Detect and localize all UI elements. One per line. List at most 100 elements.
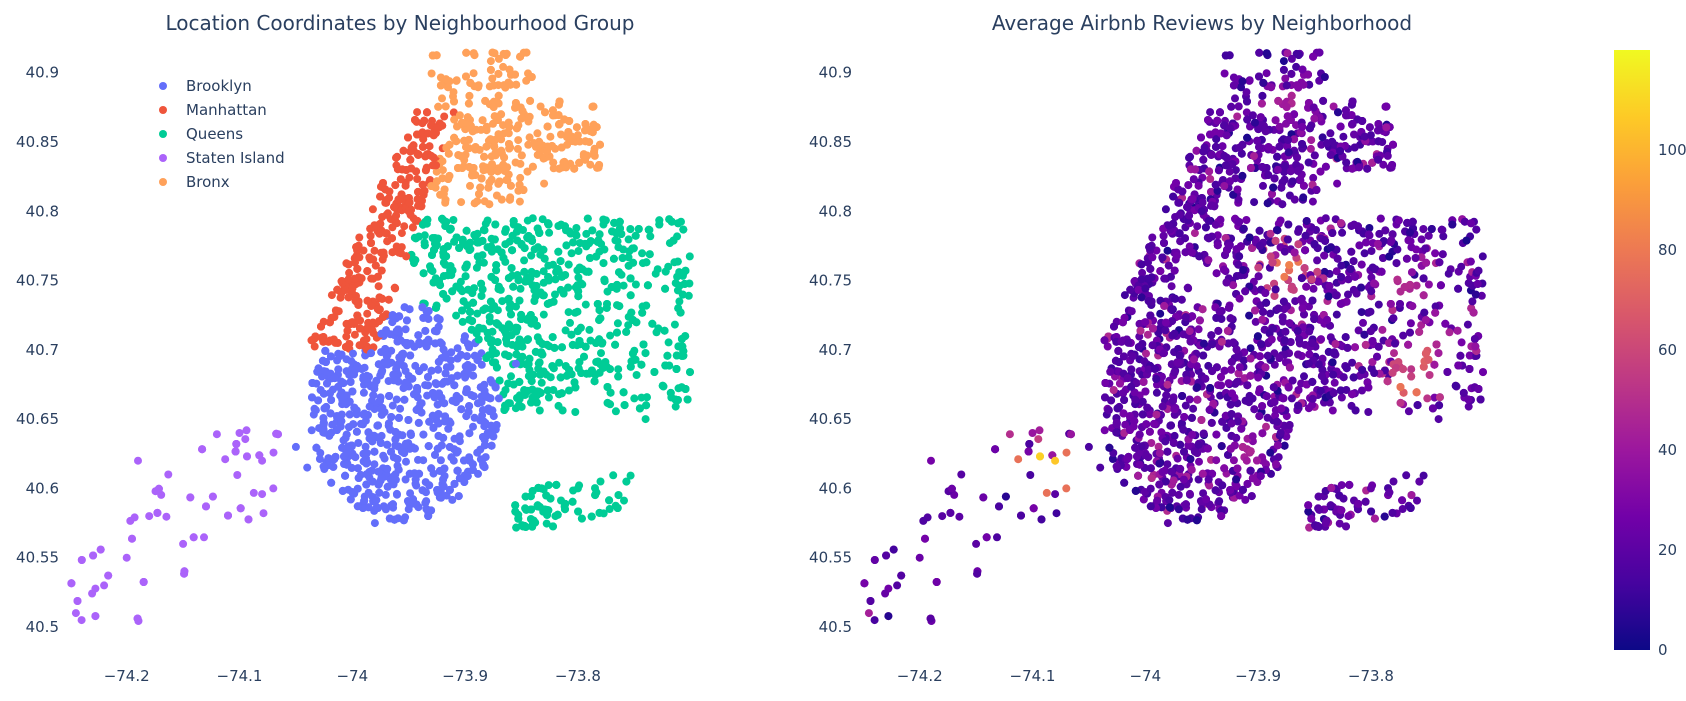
data-point[interactable] <box>350 403 359 412</box>
data-point[interactable] <box>509 217 518 226</box>
data-point[interactable] <box>540 254 549 263</box>
data-point[interactable] <box>511 359 520 368</box>
data-point[interactable] <box>368 318 377 327</box>
data-point[interactable] <box>323 379 331 388</box>
data-point[interactable] <box>469 69 478 78</box>
data-point[interactable] <box>383 482 392 491</box>
data-point[interactable] <box>562 241 571 250</box>
data-point[interactable] <box>551 290 559 299</box>
data-point[interactable] <box>601 216 610 225</box>
data-point[interactable] <box>373 272 382 281</box>
data-point[interactable] <box>628 316 637 324</box>
data-point[interactable] <box>382 210 391 219</box>
data-point[interactable] <box>471 143 480 152</box>
data-point[interactable] <box>515 394 524 403</box>
data-point[interactable] <box>445 443 454 451</box>
data-point[interactable] <box>473 448 482 457</box>
data-point[interactable] <box>1412 281 1421 290</box>
data-point[interactable] <box>538 291 547 300</box>
data-point[interactable] <box>406 155 415 164</box>
data-point[interactable] <box>356 324 364 333</box>
data-point[interactable] <box>515 296 524 305</box>
data-point[interactable] <box>1464 279 1473 288</box>
data-point[interactable] <box>1444 269 1453 278</box>
data-point[interactable] <box>556 257 565 266</box>
data-point[interactable] <box>455 111 464 120</box>
data-point[interactable] <box>413 175 422 183</box>
data-point[interactable] <box>561 326 570 335</box>
data-point[interactable] <box>507 264 516 273</box>
data-point[interactable] <box>516 284 525 293</box>
data-point[interactable] <box>73 597 82 605</box>
data-point[interactable] <box>592 488 601 497</box>
data-point[interactable] <box>231 447 240 456</box>
data-point[interactable] <box>638 302 647 311</box>
data-point[interactable] <box>491 383 500 391</box>
data-point[interactable] <box>353 464 362 473</box>
data-point[interactable] <box>324 337 333 346</box>
data-point[interactable] <box>326 352 335 361</box>
data-point[interactable] <box>431 450 439 459</box>
data-point[interactable] <box>514 275 523 284</box>
data-point[interactable] <box>429 131 438 140</box>
data-point[interactable] <box>464 99 473 108</box>
data-point[interactable] <box>651 269 660 278</box>
data-point[interactable] <box>544 273 553 281</box>
data-point[interactable] <box>464 340 473 349</box>
data-point[interactable] <box>1100 426 1109 435</box>
data-point[interactable] <box>371 221 380 230</box>
data-point[interactable] <box>422 307 431 316</box>
data-point[interactable] <box>418 142 427 151</box>
data-point[interactable] <box>487 168 496 176</box>
data-point[interactable] <box>405 198 414 207</box>
data-point[interactable] <box>1375 229 1384 238</box>
data-point[interactable] <box>1280 168 1289 176</box>
data-point[interactable] <box>1399 331 1408 340</box>
data-point[interactable] <box>661 284 670 293</box>
data-point[interactable] <box>321 358 330 366</box>
data-point[interactable] <box>491 220 500 229</box>
data-point[interactable] <box>466 78 475 87</box>
data-point[interactable] <box>554 247 563 256</box>
data-point[interactable] <box>346 377 355 386</box>
data-point[interactable] <box>520 267 529 276</box>
data-point[interactable] <box>126 516 135 525</box>
data-point[interactable] <box>595 230 604 239</box>
data-point[interactable] <box>522 76 531 85</box>
data-point[interactable] <box>516 173 525 182</box>
data-point[interactable] <box>1051 490 1060 499</box>
data-point[interactable] <box>531 292 540 301</box>
data-point[interactable] <box>581 155 590 164</box>
data-point[interactable] <box>341 471 350 480</box>
data-point[interactable] <box>367 274 376 283</box>
data-point[interactable] <box>421 166 430 175</box>
data-point[interactable] <box>1231 94 1239 103</box>
data-point[interactable] <box>1315 76 1324 85</box>
data-point[interactable] <box>497 135 506 144</box>
data-point[interactable] <box>477 398 486 407</box>
data-point[interactable] <box>490 49 499 58</box>
data-point[interactable] <box>1250 198 1259 207</box>
data-point[interactable] <box>581 342 590 351</box>
data-point[interactable] <box>396 175 405 184</box>
data-point[interactable] <box>432 303 440 312</box>
data-point[interactable] <box>342 460 351 469</box>
data-point[interactable] <box>544 506 553 515</box>
data-point[interactable] <box>492 261 501 270</box>
data-point[interactable] <box>269 484 278 493</box>
data-point[interactable] <box>482 142 491 151</box>
data-point[interactable] <box>319 462 328 471</box>
data-point[interactable] <box>642 258 651 267</box>
data-point[interactable] <box>504 274 513 283</box>
data-point[interactable] <box>387 413 396 421</box>
data-point[interactable] <box>1205 481 1214 490</box>
data-point[interactable] <box>590 377 599 386</box>
data-point[interactable] <box>316 386 325 395</box>
data-point[interactable] <box>1052 509 1061 518</box>
data-point[interactable] <box>1307 136 1316 145</box>
data-point[interactable] <box>1014 455 1023 464</box>
data-point[interactable] <box>368 437 377 446</box>
data-point[interactable] <box>678 342 687 351</box>
data-point[interactable] <box>91 612 100 621</box>
data-point[interactable] <box>104 571 113 580</box>
